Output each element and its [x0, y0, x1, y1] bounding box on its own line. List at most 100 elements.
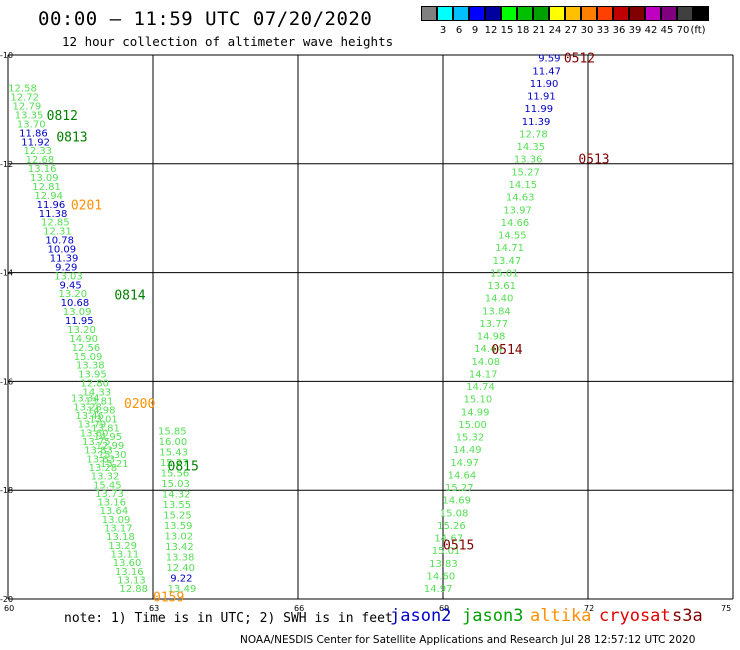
- wave-height-value: 14.98: [477, 332, 506, 343]
- x-tick-label: 69: [439, 604, 449, 613]
- legend-label: 24: [548, 25, 562, 36]
- wave-height-value: 13.83: [429, 559, 458, 570]
- time-label: 0814: [114, 288, 145, 303]
- legend-swatch: [677, 6, 693, 21]
- x-tick-label: 66: [294, 604, 304, 613]
- legend-label: 18: [516, 25, 530, 36]
- wave-height-value: 12.99: [96, 441, 125, 452]
- wave-height-value: 13.35: [15, 110, 44, 121]
- y-tick-label: -20: [0, 595, 13, 604]
- note-text: note: 1) Time is in UTC; 2) SWH is in fe…: [64, 611, 393, 626]
- legend-unit: (ft): [690, 25, 706, 36]
- chart-subtitle: 12 hour collection of altimeter wave hei…: [62, 34, 394, 49]
- time-label: 0201: [71, 199, 102, 214]
- legend-label: 21: [532, 25, 546, 36]
- time-label: 0159: [153, 590, 184, 605]
- satellite-altika: altika: [530, 606, 592, 626]
- wave-height-value: 15.03: [161, 479, 190, 490]
- legend-label: 9: [471, 25, 479, 36]
- wave-height-value: 15.26: [437, 521, 466, 532]
- tick-labels: 60 63 66 69 72 75 -10 -12 -14 -16 -18 -20: [0, 51, 731, 613]
- wave-height-value: 14.90: [69, 334, 98, 345]
- wave-height-value: 13.29: [108, 541, 137, 552]
- wave-height-value: 12.88: [119, 584, 148, 595]
- wave-height-value: 13.18: [106, 532, 135, 543]
- legend-swatch: [597, 6, 613, 21]
- wave-height-value: 15.45: [93, 480, 122, 491]
- legend-label: 33: [596, 25, 610, 36]
- wave-height-value: 13.83: [84, 446, 113, 457]
- legend-swatch: [565, 6, 581, 21]
- wave-height-value: 13.38: [76, 361, 105, 372]
- wave-height-value: 14.95: [93, 432, 122, 443]
- wave-height-value: 13.13: [117, 575, 146, 586]
- wave-height-value: 13.60: [80, 428, 109, 439]
- wave-height-value: 14.40: [485, 294, 514, 305]
- legend-label: 42: [644, 25, 658, 36]
- wave-height-value: 15.27: [160, 458, 189, 469]
- wave-height-value: 13.84: [482, 306, 511, 317]
- wave-height-value: 14.98: [87, 405, 116, 416]
- wave-height-value: 9.45: [59, 280, 81, 291]
- legend-label: 27: [564, 25, 578, 36]
- wave-height-value: 13.70: [17, 119, 46, 130]
- wave-height-value: 15.01: [490, 268, 519, 279]
- wave-height-value: 13.38: [166, 553, 195, 564]
- wave-height-value: 14.97: [450, 458, 479, 469]
- wave-height-value: 14.60: [426, 571, 455, 582]
- time-label: 0513: [578, 152, 609, 167]
- wave-height-value: 14.55: [498, 231, 527, 242]
- wave-height-value: 12.79: [13, 102, 42, 113]
- wave-height-value: 11.95: [65, 316, 94, 327]
- x-tick-label: 72: [584, 604, 594, 613]
- wave-height-value: 13.49: [168, 584, 197, 595]
- track-60-63-b: 13.3413.2813.4613.7913.6013.7513.8313.63…: [71, 394, 148, 595]
- wave-height-value: 13.55: [163, 500, 192, 511]
- legend-swatch: [437, 6, 453, 21]
- wave-height-value: 13.16: [97, 498, 126, 509]
- wave-height-value: 13.77: [479, 319, 508, 330]
- wave-height-value: 13.75: [82, 437, 111, 448]
- y-tick-label: -10: [0, 51, 13, 60]
- legend-swatch: [421, 6, 437, 21]
- y-tick-label: -18: [0, 486, 13, 495]
- legend-swatch: [581, 6, 597, 21]
- legend-label: 39: [628, 25, 642, 36]
- legend-label: 30: [580, 25, 594, 36]
- legend-swatch: [533, 6, 549, 21]
- wave-height-value: 13.64: [100, 506, 129, 517]
- legend-swatch: [629, 6, 645, 21]
- legend-swatch: [453, 6, 469, 21]
- legend-swatch: [661, 6, 677, 21]
- map-axes: [7, 54, 734, 600]
- wave-height-value: 12.85: [41, 218, 70, 229]
- satellite-jason2: jason2: [390, 606, 452, 626]
- wave-height-value: 15.10: [464, 395, 493, 406]
- wave-height-value: 13.03: [54, 271, 83, 282]
- wave-height-value: 13.09: [102, 515, 131, 526]
- wave-height-value: 13.01: [89, 414, 118, 425]
- wave-height-value: 11.39: [522, 117, 551, 128]
- wave-height-value: 14.33: [83, 388, 112, 399]
- wave-height-value: 13.17: [104, 524, 133, 535]
- legend-swatch: [501, 6, 517, 21]
- wave-height-value: 13.20: [58, 289, 87, 300]
- wave-height-value: 13.09: [63, 307, 92, 318]
- x-tick-label: 75: [721, 604, 731, 613]
- legend-swatch: [485, 6, 501, 21]
- wave-height-value: 14.67: [434, 534, 463, 545]
- wave-height-value: 11.92: [21, 137, 50, 148]
- wave-height-value: 15.43: [159, 447, 188, 458]
- wave-height-value: 11.90: [530, 79, 559, 90]
- wave-height-value: 12.58: [8, 84, 37, 95]
- legend-swatch: [517, 6, 533, 21]
- wave-height-value: 11.96: [37, 200, 66, 211]
- wave-height-value: 13.20: [67, 325, 96, 336]
- time-label: 0200: [124, 397, 155, 412]
- wave-height-value: 10.78: [45, 236, 74, 247]
- wave-height-value: 13.32: [91, 472, 120, 483]
- legend-swatch: [613, 6, 629, 21]
- wave-height-value: 10.09: [48, 245, 77, 256]
- wave-height-value: 15.09: [74, 352, 103, 363]
- wave-height-value: 15.25: [163, 510, 192, 521]
